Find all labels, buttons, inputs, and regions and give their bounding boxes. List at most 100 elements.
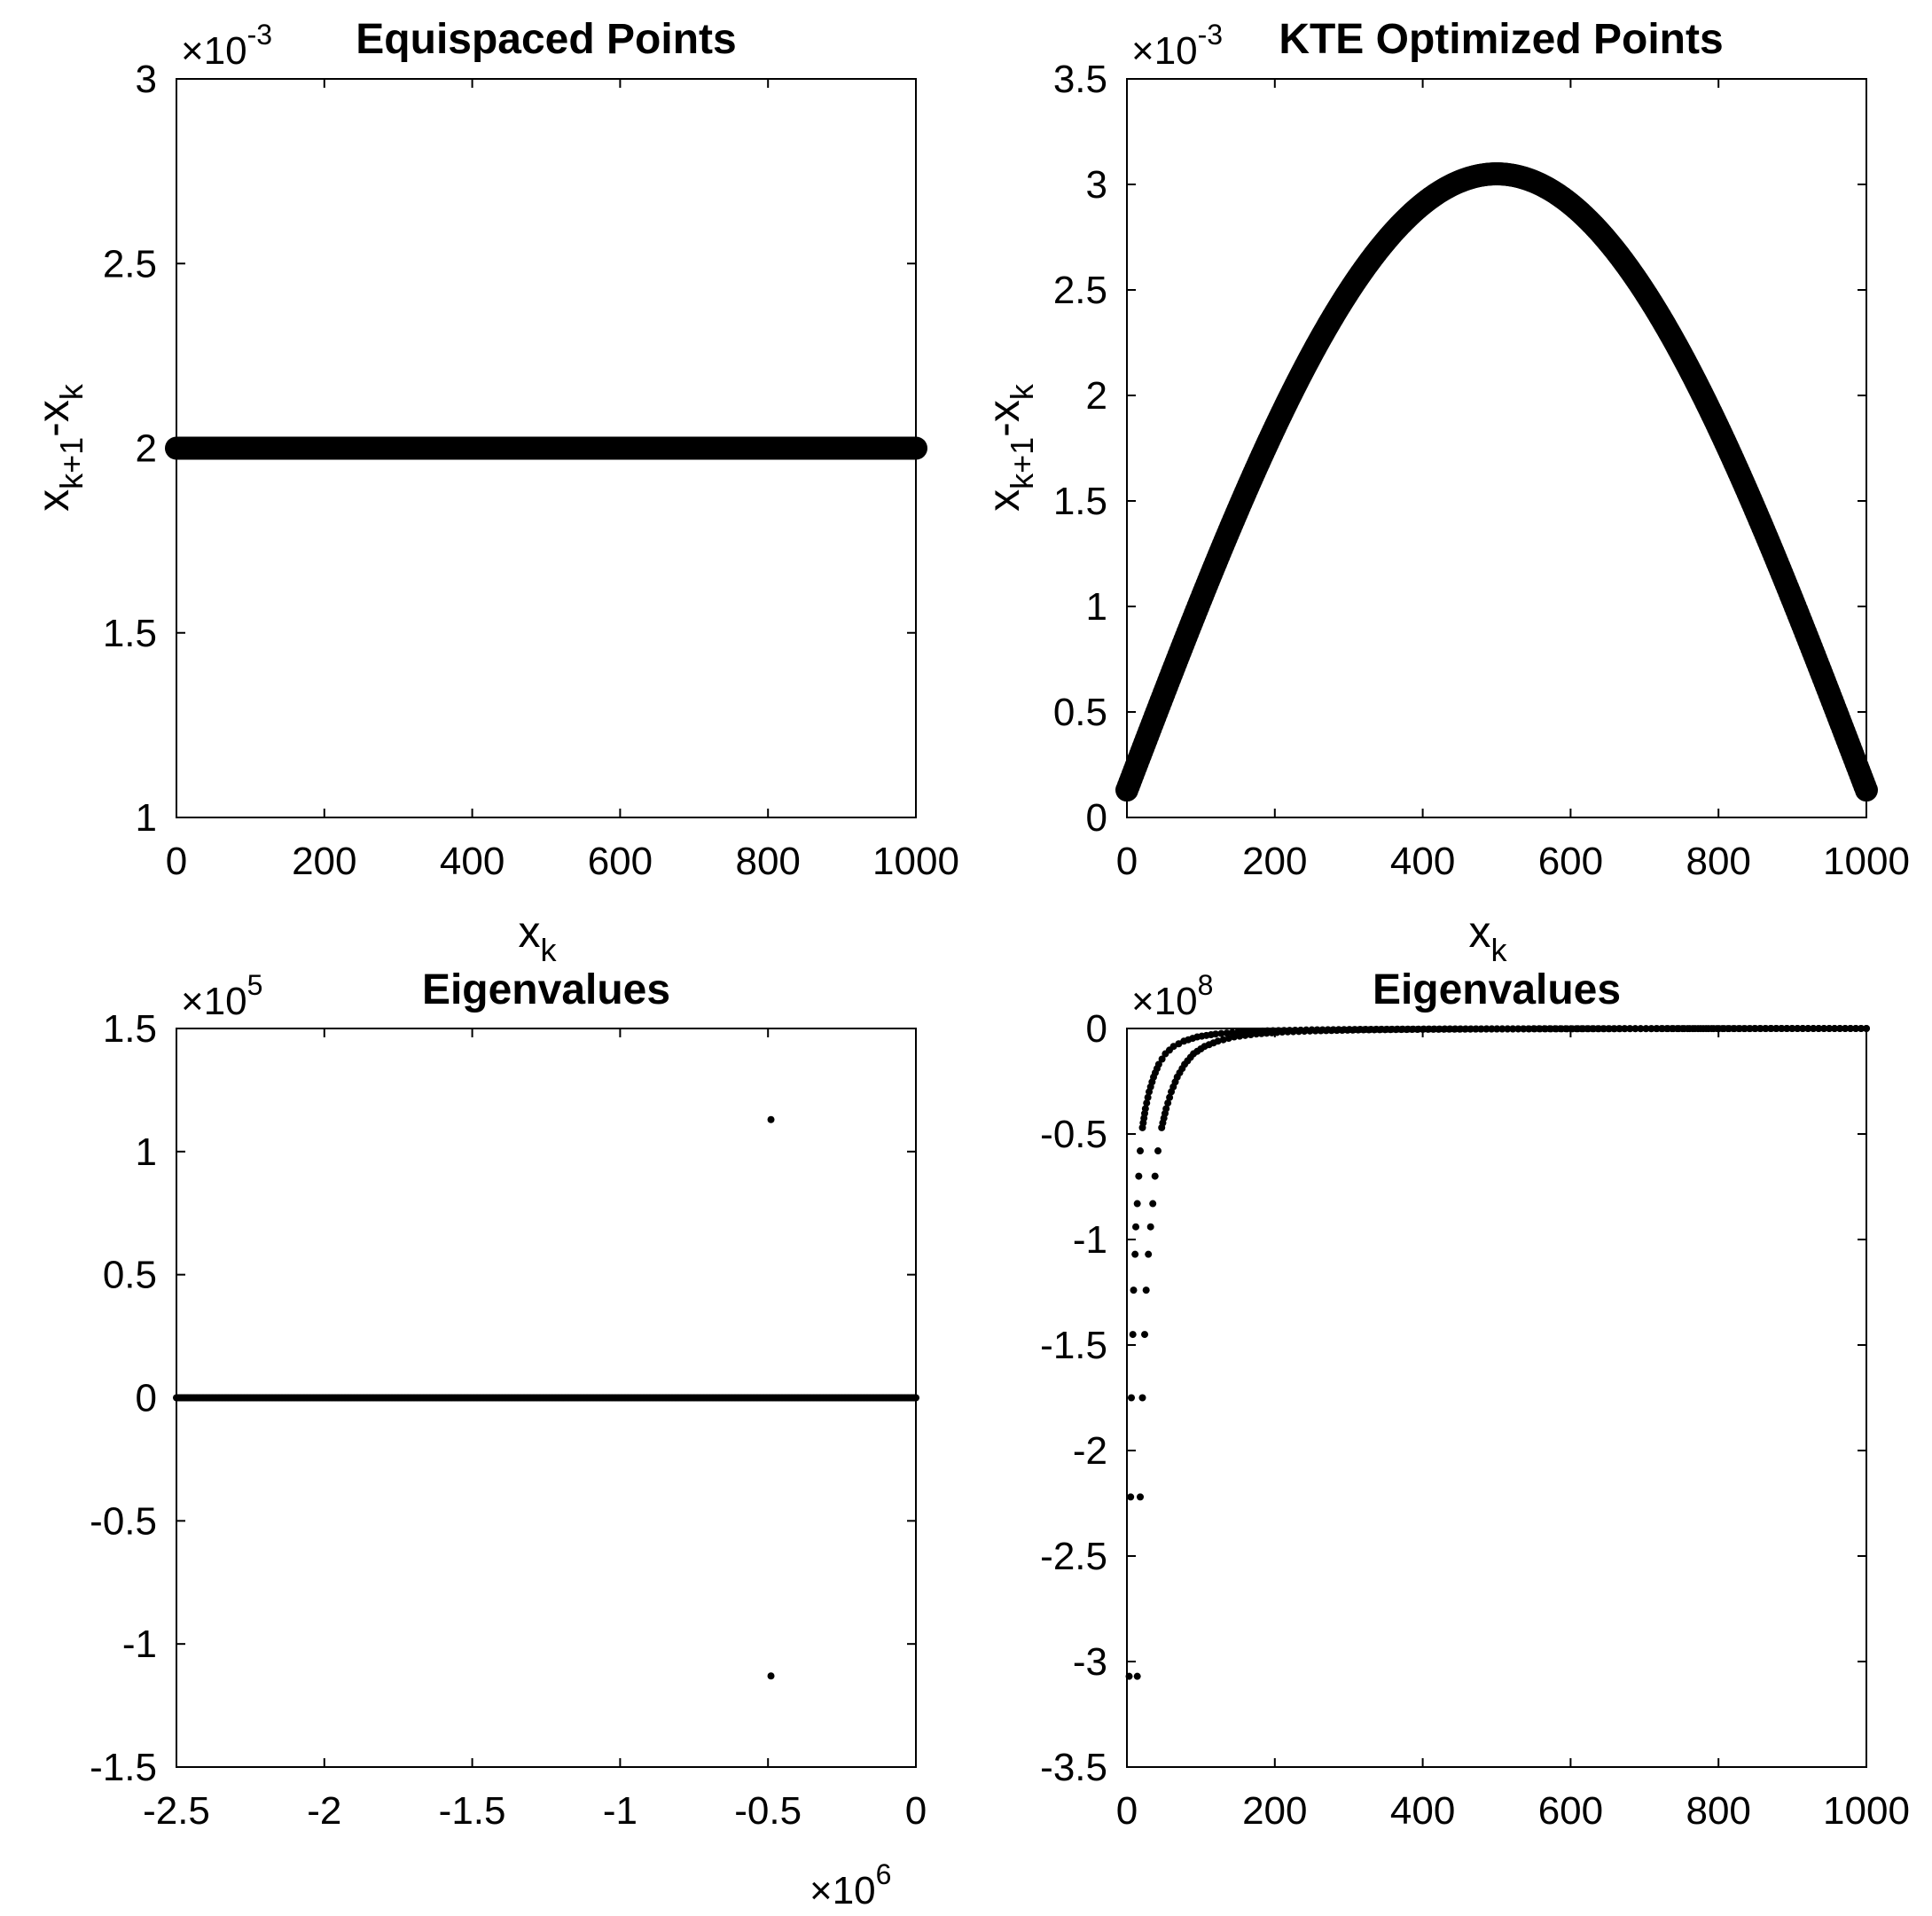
data-point-s1 (1142, 1286, 1150, 1294)
data-point-s1 (1214, 1037, 1222, 1045)
data-point-s1 (1257, 1029, 1265, 1037)
y-tick-label: 0.5 (1053, 691, 1107, 734)
data-point-s1 (1626, 1025, 1634, 1033)
x-tick-label: 800 (1686, 840, 1750, 883)
data-point-s1 (1852, 1025, 1860, 1033)
data-point-s1 (1788, 1025, 1796, 1033)
data-point-s1 (1668, 1025, 1676, 1033)
data-point-s0 (1135, 1172, 1143, 1180)
data-point-s0 (1129, 1331, 1137, 1339)
x-tick-label: 200 (1242, 1789, 1307, 1833)
data-point-s1 (1338, 1027, 1346, 1035)
data-point-s1 (1595, 1025, 1603, 1033)
data-point-s1 (1424, 1025, 1432, 1033)
data-point-s1 (1429, 1025, 1437, 1033)
x-axis-label-main: x (1469, 907, 1491, 957)
data-point-s1 (1482, 1025, 1490, 1033)
data-point-s1 (1584, 1025, 1592, 1033)
y-tick-label: -2 (1073, 1429, 1107, 1473)
data-point-s1 (1615, 1025, 1623, 1033)
x-tick-label: 400 (1390, 1789, 1455, 1833)
data-point-s1 (1392, 1026, 1400, 1034)
plot-frame (1126, 78, 1867, 818)
data-point-s1 (1467, 1025, 1474, 1033)
y-axis-label-main: x (979, 489, 1029, 512)
x-tick-label: 600 (1538, 840, 1603, 883)
data-point-s0 (1128, 1394, 1136, 1402)
x-tick-label: 600 (588, 840, 653, 883)
data-point-s1 (1493, 1025, 1500, 1033)
x-tick-label: 400 (440, 840, 505, 883)
data-point-s1 (1488, 1025, 1496, 1033)
y-ticks: 1 1.5 2 2.5 3 (103, 58, 916, 840)
data-point-s1 (1815, 1025, 1823, 1033)
data-point-s0 (1217, 1029, 1225, 1037)
y-axis-label-sub: k+1 (53, 437, 90, 489)
y-axis-label-sub: k+1 (1004, 437, 1040, 489)
data-point-s1 (1778, 1025, 1786, 1033)
x-tick-label: -2.5 (143, 1789, 210, 1833)
panel-kte-optimized: 0 200 400 600 800 1000 0 0.5 1 1.5 2 2.5 3 3.5 ×10-3… (979, 16, 1910, 968)
data-point-s1 (1657, 1025, 1665, 1033)
data-point-s1 (1642, 1025, 1650, 1033)
x-axis-label-sub: k (541, 932, 558, 968)
data-point-s1 (1694, 1025, 1702, 1033)
y-tick-label: 1.5 (103, 1007, 157, 1051)
data-point-s1 (1525, 1025, 1533, 1033)
data-point-s1 (1359, 1026, 1367, 1034)
y-multiplier-base: ×10 (181, 29, 247, 73)
x-tick-label: 0 (166, 840, 187, 883)
x-multiplier-base: ×10 (810, 1869, 876, 1912)
x-tick-label: 1000 (872, 840, 959, 883)
y-tick-label: -0.5 (1040, 1113, 1107, 1156)
x-tick-label: 800 (735, 840, 800, 883)
data-point-s1 (1804, 1025, 1812, 1033)
data-point-s1 (1451, 1025, 1459, 1033)
y-tick-label: 1 (1086, 585, 1107, 629)
y-tick-label: -2.5 (1040, 1535, 1107, 1578)
y-tick-label: 1.5 (103, 612, 157, 655)
y-tick-label: 2 (136, 427, 157, 471)
y-axis-label-tail-sub: k (53, 383, 90, 400)
data-point-s0 (1212, 1030, 1220, 1038)
x-ticks: 0 200 400 600 800 1000 (1116, 1028, 1910, 1833)
data-point-s1 (1224, 1035, 1232, 1043)
data-point-s0 (1141, 1105, 1149, 1113)
y-tick-label: 1 (136, 1130, 157, 1174)
panel-eigenvalues-left: -2.5 -2 -1.5 -1 -0.5 0 -1.5 -1 -0.5 0 0.5 1 1.5 Eig… (90, 966, 927, 1912)
data-point-s1 (1397, 1026, 1405, 1034)
data-point-s1 (1700, 1025, 1708, 1033)
y-tick-label: 3 (1086, 163, 1107, 207)
plot-frame (1126, 1028, 1867, 1768)
data-point-s1 (1530, 1025, 1538, 1033)
y-axis-label: xk+1-xk (979, 383, 1040, 512)
data-point-s1 (1137, 1493, 1145, 1501)
data-point-s1 (1590, 1025, 1598, 1033)
y-multiplier-base: ×10 (181, 980, 247, 1023)
data-point-s1 (1138, 1394, 1146, 1402)
data-point-s1 (1230, 1033, 1238, 1041)
data-point-s1 (1747, 1025, 1755, 1033)
data-point-s1 (1704, 1025, 1712, 1033)
panel-eigenvalues-right: 0 200 400 600 800 1000 -3.5 -3 -2.5 -2 -1.5 -1 -0.5… (1040, 966, 1910, 1833)
data-point-s1 (1847, 1025, 1855, 1033)
x-tick-label: 1000 (1823, 1789, 1910, 1833)
panel-equispaced: 0 200 400 600 800 1000 1 1.5 2 2.5 3 Equispaced P… (28, 16, 959, 968)
data-point-s1 (1413, 1026, 1421, 1034)
data-point-s1 (1684, 1025, 1692, 1033)
data-point-s1 (1563, 1025, 1571, 1033)
y-tick-label: -1 (122, 1623, 157, 1666)
data-point-s1 (1162, 1105, 1170, 1113)
data-point-s1 (1435, 1025, 1443, 1033)
x-ticks: 0 200 400 600 800 1000 (1116, 79, 1910, 883)
x-tick-label: 400 (1390, 840, 1455, 883)
y-ticks: 0 0.5 1 1.5 2 2.5 3 3.5 (1053, 58, 1866, 840)
data-point-s1 (1371, 1026, 1379, 1034)
data-point-s1 (1247, 1031, 1255, 1039)
data-point-s1 (1456, 1025, 1464, 1033)
data-point-s1 (1653, 1025, 1661, 1033)
data-point-s1 (1631, 1025, 1639, 1033)
y-tick-label: 0 (1086, 1007, 1107, 1051)
marks-layer (1115, 162, 1878, 802)
